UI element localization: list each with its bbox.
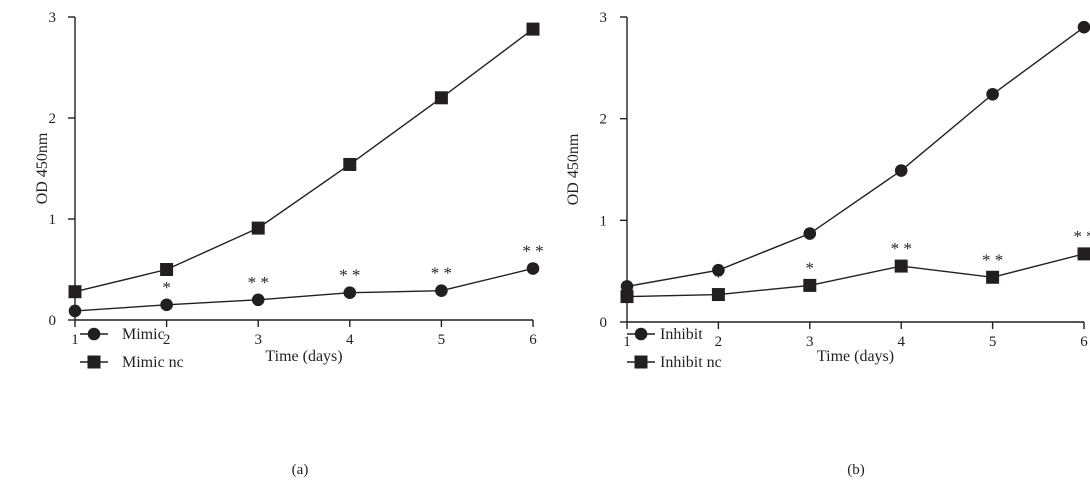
x-tick-label: 1	[71, 332, 79, 348]
panel-label: (a)	[292, 462, 309, 478]
legend-item: Inhibit nc	[627, 354, 722, 371]
x-tick-label: 3	[806, 334, 814, 350]
data-point	[895, 164, 908, 177]
legend-label: Inhibit nc	[660, 354, 722, 371]
legend-marker-square	[635, 356, 648, 369]
data-point	[343, 158, 356, 171]
y-tick-label: 3	[49, 10, 57, 26]
data-point	[69, 305, 82, 318]
data-point	[1078, 21, 1090, 34]
legend-item: Mimic nc	[80, 354, 184, 371]
data-point	[160, 299, 173, 312]
significance-label: * *	[248, 273, 269, 292]
data-point	[803, 279, 816, 292]
series-line	[627, 27, 1084, 286]
significance-label: *	[162, 278, 171, 297]
significance-label: * *	[982, 250, 1003, 269]
series-mimic	[69, 262, 540, 317]
legend-marker-square	[88, 356, 101, 369]
x-tick-label: 4	[346, 332, 354, 348]
y-tick-label: 0	[49, 313, 57, 329]
y-tick-label: 3	[600, 10, 608, 26]
y-tick-label: 0	[600, 315, 608, 331]
x-tick-label: 5	[989, 334, 997, 350]
legend-marker-circle	[635, 328, 648, 341]
legend-label: Mimic	[122, 326, 165, 343]
data-point	[621, 290, 634, 303]
significance-label: *	[806, 258, 815, 277]
y-axis-label: OD 450nm	[565, 133, 582, 205]
y-axis-label: OD 450nm	[34, 132, 51, 204]
x-axis-label: Time (days)	[817, 348, 894, 365]
x-tick-label: 3	[254, 332, 262, 348]
legend-label: Mimic nc	[122, 354, 184, 371]
significance-label: * *	[891, 239, 912, 258]
series-mimic-nc	[69, 23, 540, 299]
significance-label: * *	[522, 241, 543, 260]
data-point	[252, 222, 265, 235]
data-point	[527, 262, 540, 275]
data-point	[895, 260, 908, 273]
data-point	[435, 91, 448, 104]
y-tick-label: 1	[49, 212, 57, 228]
y-tick-label: 2	[49, 111, 57, 127]
legend-item: Inhibit	[627, 326, 703, 343]
x-tick-label: 1	[623, 334, 631, 350]
series-line	[627, 254, 1084, 297]
y-tick-label: 2	[600, 112, 608, 128]
panel-label: (b)	[847, 462, 865, 478]
data-point	[69, 285, 82, 298]
significance-label: * *	[1073, 227, 1090, 246]
x-tick-label: 5	[438, 332, 446, 348]
data-point	[1078, 247, 1090, 260]
series-line	[75, 29, 533, 292]
y-tick-label: 1	[600, 213, 608, 229]
data-point	[344, 286, 357, 299]
significance-label: * *	[431, 264, 452, 283]
data-point	[712, 288, 725, 301]
x-tick-label: 2	[715, 334, 723, 350]
x-axis-label: Time (days)	[265, 348, 342, 365]
data-point	[804, 227, 817, 240]
legend: Inhibit Inhibit nc	[627, 326, 722, 371]
legend-marker-circle	[88, 328, 101, 341]
data-point	[986, 88, 999, 101]
x-tick-label: 6	[1080, 334, 1088, 350]
legend-item: Mimic	[80, 326, 165, 343]
significance-label: * *	[339, 266, 360, 285]
x-tick-label: 6	[529, 332, 537, 348]
significance-label: *	[714, 268, 723, 287]
data-point	[252, 294, 265, 307]
x-tick-label: 4	[897, 334, 905, 350]
data-point	[527, 23, 540, 36]
legend-label: Inhibit	[660, 326, 703, 343]
series-inhibit	[621, 21, 1090, 293]
data-point	[160, 263, 173, 276]
data-point	[986, 271, 999, 284]
data-point	[435, 284, 448, 297]
